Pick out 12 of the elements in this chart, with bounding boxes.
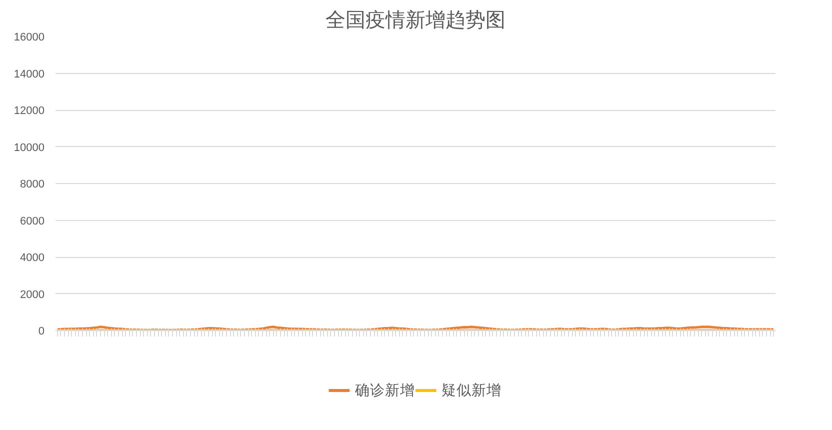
y-tick-label: 16000 (14, 32, 45, 44)
y-tick-label: 10000 (14, 142, 45, 154)
y-tick-label: 0 (38, 326, 45, 338)
y-tick-label: 4000 (20, 252, 45, 264)
y-tick-label: 2000 (20, 288, 45, 301)
y-tick-label: 12000 (14, 105, 45, 117)
legend-label: 疑似新增 (442, 382, 502, 399)
legend-label: 确诊新增 (354, 382, 415, 399)
y-tick-label: 8000 (20, 178, 45, 190)
y-tick-label: 6000 (20, 215, 45, 228)
chart-title: 全国疫情新增趋势图 (326, 8, 506, 32)
y-tick-label: 14000 (14, 68, 45, 80)
